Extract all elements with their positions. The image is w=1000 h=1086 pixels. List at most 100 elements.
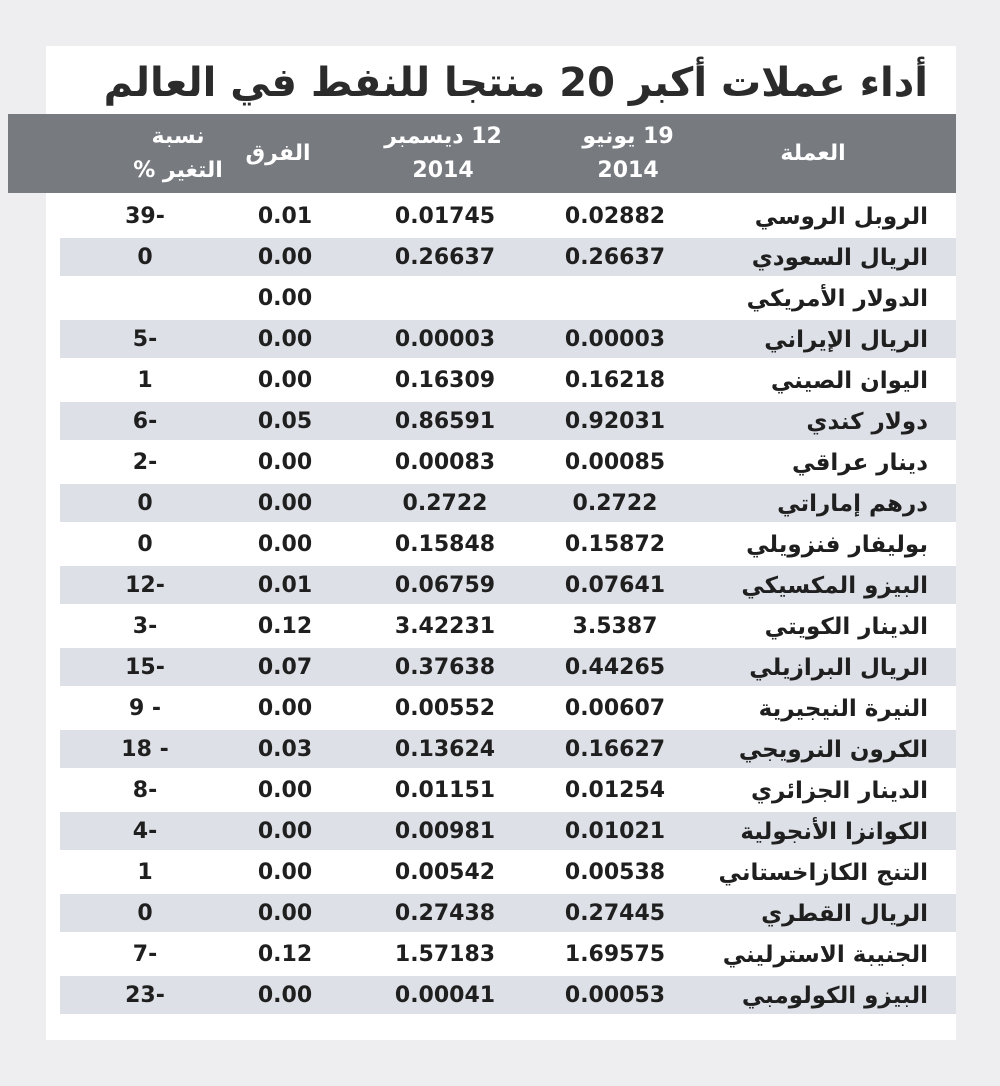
difference-cell: 0.12	[257, 614, 313, 639]
currency-name-cell: الريال السعودي	[751, 245, 928, 271]
currency-name-cell: الريال الإيراني	[764, 327, 928, 353]
currency-name-cell: اليوان الصيني	[770, 368, 928, 394]
december-value-cell	[360, 279, 530, 317]
header-dec-line1: 12 ديسمبر	[384, 123, 502, 149]
june-value-cell: 0.2722	[572, 491, 658, 516]
currency-name-cell: البيزو المكسيكي	[741, 573, 928, 599]
december-value-cell: 1.57183	[394, 942, 496, 967]
difference-cell: 0.00	[257, 532, 313, 557]
change-percent-cell: 0	[137, 491, 153, 516]
change-percent-cell: 23-	[125, 983, 165, 1008]
difference-cell: 0.00	[257, 245, 313, 270]
table-row: الريال الإيراني 0.00003 0.00003 0.00 5-	[60, 320, 956, 358]
header-june-2014: 19 يونيو 2014	[533, 114, 723, 193]
table-row: الدولار الأمريكي 0.00	[60, 279, 956, 317]
june-value-cell: 0.44265	[564, 655, 666, 680]
june-value-cell: 0.00607	[564, 696, 666, 721]
change-percent-cell: 6-	[132, 409, 158, 434]
table-row: النيرة النيجيرية 0.00607 0.00552 0.00 9 -	[60, 689, 956, 727]
table-row: الكوانزا الأنجولية 0.01021 0.00981 0.00 4-	[60, 812, 956, 850]
june-value-cell	[530, 279, 700, 317]
december-value-cell: 0.00542	[394, 860, 496, 885]
june-value-cell: 0.07641	[564, 573, 666, 598]
december-value-cell: 0.86591	[394, 409, 496, 434]
december-value-cell: 3.42231	[394, 614, 496, 639]
june-value-cell: 0.16218	[564, 368, 666, 393]
table-row: درهم إماراتي 0.2722 0.2722 0.00 0	[60, 484, 956, 522]
change-percent-cell: 7-	[132, 942, 158, 967]
header-december-2014: 12 ديسمبر 2014	[353, 114, 533, 193]
december-value-cell: 0.01151	[394, 778, 496, 803]
table-header: العملة 19 يونيو 2014 12 ديسمبر 2014 الفر…	[8, 114, 956, 193]
december-value-cell: 0.00981	[394, 819, 496, 844]
difference-cell: 0.00	[257, 901, 313, 926]
difference-cell: 0.00	[257, 983, 313, 1008]
june-value-cell: 0.00538	[564, 860, 666, 885]
table-card: أداء عملات أكبر 20 منتجا للنفط في العالم…	[8, 46, 956, 1040]
currency-name-cell: البيزو الكولومبي	[741, 983, 928, 1009]
december-value-cell: 0.00041	[394, 983, 496, 1008]
difference-cell: 0.00	[257, 327, 313, 352]
june-value-cell: 1.69575	[564, 942, 666, 967]
june-value-cell: 3.5387	[572, 614, 658, 639]
currency-name-cell: النيرة النيجيرية	[758, 696, 928, 722]
table-row: البيزو الكولومبي 0.00053 0.00041 0.00 23-	[60, 976, 956, 1014]
header-pct-line1: نسبة	[151, 123, 205, 149]
june-value-cell: 0.00085	[564, 450, 666, 475]
table-row: البيزو المكسيكي 0.07641 0.06759 0.01 12-	[60, 566, 956, 604]
table-row: اليوان الصيني 0.16218 0.16309 0.00 1	[60, 361, 956, 399]
difference-cell: 0.00	[257, 778, 313, 803]
change-percent-cell: 39-	[125, 204, 165, 229]
currency-name-cell: الدولار الأمريكي	[746, 286, 928, 312]
change-percent-cell: 3-	[132, 614, 158, 639]
difference-cell: 0.01	[257, 573, 313, 598]
change-percent-cell: 0	[137, 245, 153, 270]
change-percent-cell: 15-	[125, 655, 165, 680]
change-percent-cell: 12-	[125, 573, 165, 598]
difference-cell: 0.00	[257, 860, 313, 885]
table-row: بوليفار فنزويلي 0.15872 0.15848 0.00 0	[60, 525, 956, 563]
june-value-cell: 0.26637	[564, 245, 666, 270]
currency-name-cell: الكرون النرويجي	[738, 737, 928, 763]
change-percent-cell: 9 -	[128, 696, 162, 721]
currency-name-cell: الروبل الروسي	[754, 204, 928, 230]
currency-name-cell: بوليفار فنزويلي	[746, 532, 928, 558]
june-value-cell: 0.15872	[564, 532, 666, 557]
table-row: الريال السعودي 0.26637 0.26637 0.00 0	[60, 238, 956, 276]
december-value-cell: 0.2722	[402, 491, 488, 516]
change-percent-cell: 5-	[132, 327, 158, 352]
header-dec-line2: 2014	[412, 157, 474, 183]
change-percent-cell: 8-	[132, 778, 158, 803]
currency-name-cell: الدينار الكويتي	[764, 614, 928, 640]
difference-cell: 0.00	[257, 450, 313, 475]
table-row: الدينار الكويتي 3.5387 3.42231 0.12 3-	[60, 607, 956, 645]
june-value-cell: 0.16627	[564, 737, 666, 762]
difference-cell: 0.01	[257, 204, 313, 229]
header-difference: الفرق	[208, 114, 348, 193]
table-row: الريال البرازيلي 0.44265 0.37638 0.07 15-	[60, 648, 956, 686]
header-june-line1: 19 يونيو	[582, 123, 674, 149]
change-percent-cell	[90, 279, 200, 317]
table-row: الدينار الجزائري 0.01254 0.01151 0.00 8-	[60, 771, 956, 809]
difference-cell: 0.00	[257, 696, 313, 721]
december-value-cell: 0.16309	[394, 368, 496, 393]
june-value-cell: 0.01021	[564, 819, 666, 844]
currency-name-cell: الدينار الجزائري	[750, 778, 928, 804]
table-row: الكرون النرويجي 0.16627 0.13624 0.03 18 -	[60, 730, 956, 768]
december-value-cell: 0.01745	[394, 204, 496, 229]
june-value-cell: 0.92031	[564, 409, 666, 434]
change-percent-cell: 2-	[132, 450, 158, 475]
table-row: الريال القطري 0.27445 0.27438 0.00 0	[60, 894, 956, 932]
june-value-cell: 0.02882	[564, 204, 666, 229]
header-june-line2: 2014	[597, 157, 659, 183]
currency-name-cell: الريال البرازيلي	[749, 655, 928, 681]
december-value-cell: 0.27438	[394, 901, 496, 926]
table-row: دينار عراقي 0.00085 0.00083 0.00 2-	[60, 443, 956, 481]
currency-name-cell: دولار كندي	[806, 409, 928, 435]
change-percent-cell: 0	[137, 532, 153, 557]
december-value-cell: 0.00083	[394, 450, 496, 475]
table-row: الجنيبة الاسترليني 1.69575 1.57183 0.12 7-	[60, 935, 956, 973]
header-diff-label: الفرق	[245, 140, 311, 166]
table-row: دولار كندي 0.92031 0.86591 0.05 6-	[60, 402, 956, 440]
june-value-cell: 0.27445	[564, 901, 666, 926]
